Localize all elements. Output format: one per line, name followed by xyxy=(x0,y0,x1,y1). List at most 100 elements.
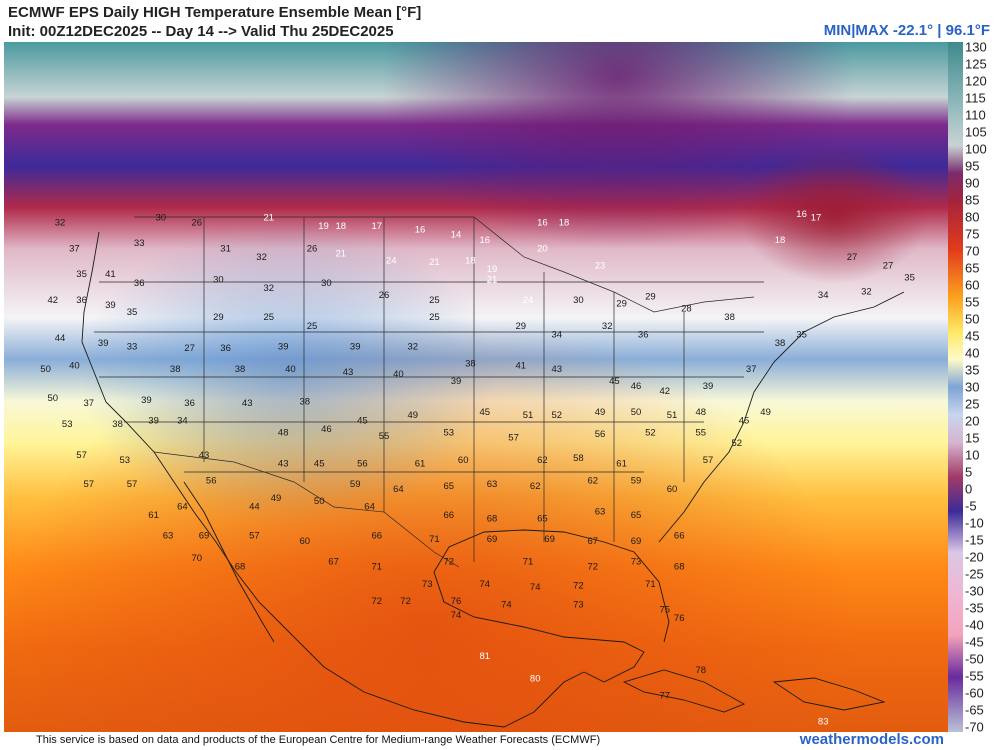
temperature-label: 36 xyxy=(76,295,87,306)
temperature-label: 30 xyxy=(573,295,584,306)
temperature-label: 76 xyxy=(674,613,685,624)
temperature-label: 66 xyxy=(444,510,455,521)
temperature-label: 30 xyxy=(213,274,224,285)
temperature-label: 35 xyxy=(796,329,807,340)
temperature-label: 51 xyxy=(667,410,678,421)
temperature-label: 65 xyxy=(631,510,642,521)
temperature-label: 53 xyxy=(120,455,131,466)
temperature-label: 77 xyxy=(660,691,671,702)
temperature-label: 18 xyxy=(336,221,347,232)
colorbar-tick: 45 xyxy=(965,328,980,344)
temperature-label: 56 xyxy=(595,429,606,440)
temperature-label: 32 xyxy=(256,252,267,263)
colorbar: 130 125 120 115 110 105 100 95 90 85 80 75 70 65 60 55 5… xyxy=(948,40,1000,735)
colorbar-tick: 110 xyxy=(965,107,986,123)
colorbar-tick: 55 xyxy=(965,294,980,310)
colorbar-tick: 50 xyxy=(965,311,980,327)
temperature-map: 32 30 26 21 19 18 17 16 14 16 16 18 37 33 31 32 26 21 24 21… xyxy=(4,42,948,732)
temperature-label: 27 xyxy=(184,343,195,354)
temperature-label: 59 xyxy=(350,479,361,490)
temperature-label: 50 xyxy=(631,407,642,418)
temperature-label: 51 xyxy=(523,410,534,421)
temperature-label: 36 xyxy=(184,398,195,409)
brand-watermark: weathermodels.com xyxy=(799,731,944,748)
temperature-label: 50 xyxy=(40,364,51,375)
temperature-label: 39 xyxy=(278,341,289,352)
temperature-label: 31 xyxy=(220,243,231,254)
colorbar-tick: -10 xyxy=(965,515,984,531)
temperature-label: 29 xyxy=(516,321,527,332)
temperature-label: 45 xyxy=(357,415,368,426)
temperature-label: 43 xyxy=(343,367,354,378)
temperature-label: 78 xyxy=(696,665,707,676)
temperature-label: 24 xyxy=(523,295,534,306)
temperature-label: 72 xyxy=(372,596,383,607)
colorbar-gradient xyxy=(948,42,963,732)
us-canada-border xyxy=(134,216,755,313)
temperature-label: 14 xyxy=(451,230,462,241)
temperature-label: 32 xyxy=(264,283,275,294)
temperature-label: 62 xyxy=(537,455,548,466)
colorbar-tick: 25 xyxy=(965,396,980,412)
temperature-label: 49 xyxy=(595,407,606,418)
temperature-label: 68 xyxy=(487,513,498,524)
temperature-label: 37 xyxy=(84,398,95,409)
temperature-label: 43 xyxy=(552,364,563,375)
temperature-label: 63 xyxy=(163,531,174,542)
temperature-label: 42 xyxy=(48,295,59,306)
temperature-label: 29 xyxy=(213,312,224,323)
temperature-label: 57 xyxy=(703,455,714,466)
temperature-label: 81 xyxy=(480,651,491,662)
temperature-label: 52 xyxy=(645,427,656,438)
temperature-label: 45 xyxy=(739,415,750,426)
temperature-label: 73 xyxy=(573,599,584,610)
colorbar-tick: 60 xyxy=(965,277,980,293)
temperature-label: 33 xyxy=(127,341,138,352)
colorbar-tick: 70 xyxy=(965,243,980,259)
colorbar-tick: 65 xyxy=(965,260,980,276)
colorbar-tick: 20 xyxy=(965,413,980,429)
temperature-label: 36 xyxy=(134,278,145,289)
colorbar-tick: 105 xyxy=(965,124,987,140)
temperature-label: 32 xyxy=(408,341,419,352)
temperature-label: 69 xyxy=(199,531,210,542)
colorbar-tick: 15 xyxy=(965,430,980,446)
temperature-label: 48 xyxy=(696,407,707,418)
temperature-label: 30 xyxy=(321,278,332,289)
colorbar-tick: -50 xyxy=(965,651,984,667)
colorbar-tick: -60 xyxy=(965,685,984,701)
atlantic-coastline xyxy=(658,291,905,543)
temperature-label: 16 xyxy=(480,235,491,246)
temperature-label: 36 xyxy=(220,343,231,354)
temperature-label: 43 xyxy=(199,450,210,461)
colorbar-tick: 100 xyxy=(965,141,987,157)
temperature-label: 39 xyxy=(350,341,361,352)
temperature-label: 19 xyxy=(318,221,329,232)
temperature-label: 74 xyxy=(451,610,462,621)
colorbar-tick: 35 xyxy=(965,362,980,378)
temperature-label: 41 xyxy=(105,269,116,280)
temperature-label: 38 xyxy=(112,419,123,430)
temperature-label: 61 xyxy=(415,458,426,469)
state-parallel-lines xyxy=(94,281,764,473)
temperature-label: 16 xyxy=(537,218,548,229)
us-mexico-border xyxy=(153,451,460,568)
baja-coastline xyxy=(183,481,275,643)
temperature-label: 17 xyxy=(811,212,822,223)
temperature-label: 72 xyxy=(444,556,455,567)
temperature-label: 26 xyxy=(307,243,318,254)
temperature-label: 25 xyxy=(429,312,440,323)
temperature-label: 40 xyxy=(393,369,404,380)
temperature-label: 44 xyxy=(55,333,66,344)
coastlines xyxy=(81,231,905,728)
temperature-label: 26 xyxy=(379,290,390,301)
temperature-label: 53 xyxy=(444,427,455,438)
colorbar-tick: 75 xyxy=(965,226,980,242)
temperature-label: 52 xyxy=(552,410,563,421)
temperature-label: 16 xyxy=(796,209,807,220)
temperature-label: 42 xyxy=(660,386,671,397)
temperature-label: 57 xyxy=(76,450,87,461)
temperature-label: 64 xyxy=(364,501,375,512)
temperature-label: 37 xyxy=(746,364,757,375)
min-max-readout: MIN|MAX -22.1° | 96.1°F xyxy=(823,22,990,39)
